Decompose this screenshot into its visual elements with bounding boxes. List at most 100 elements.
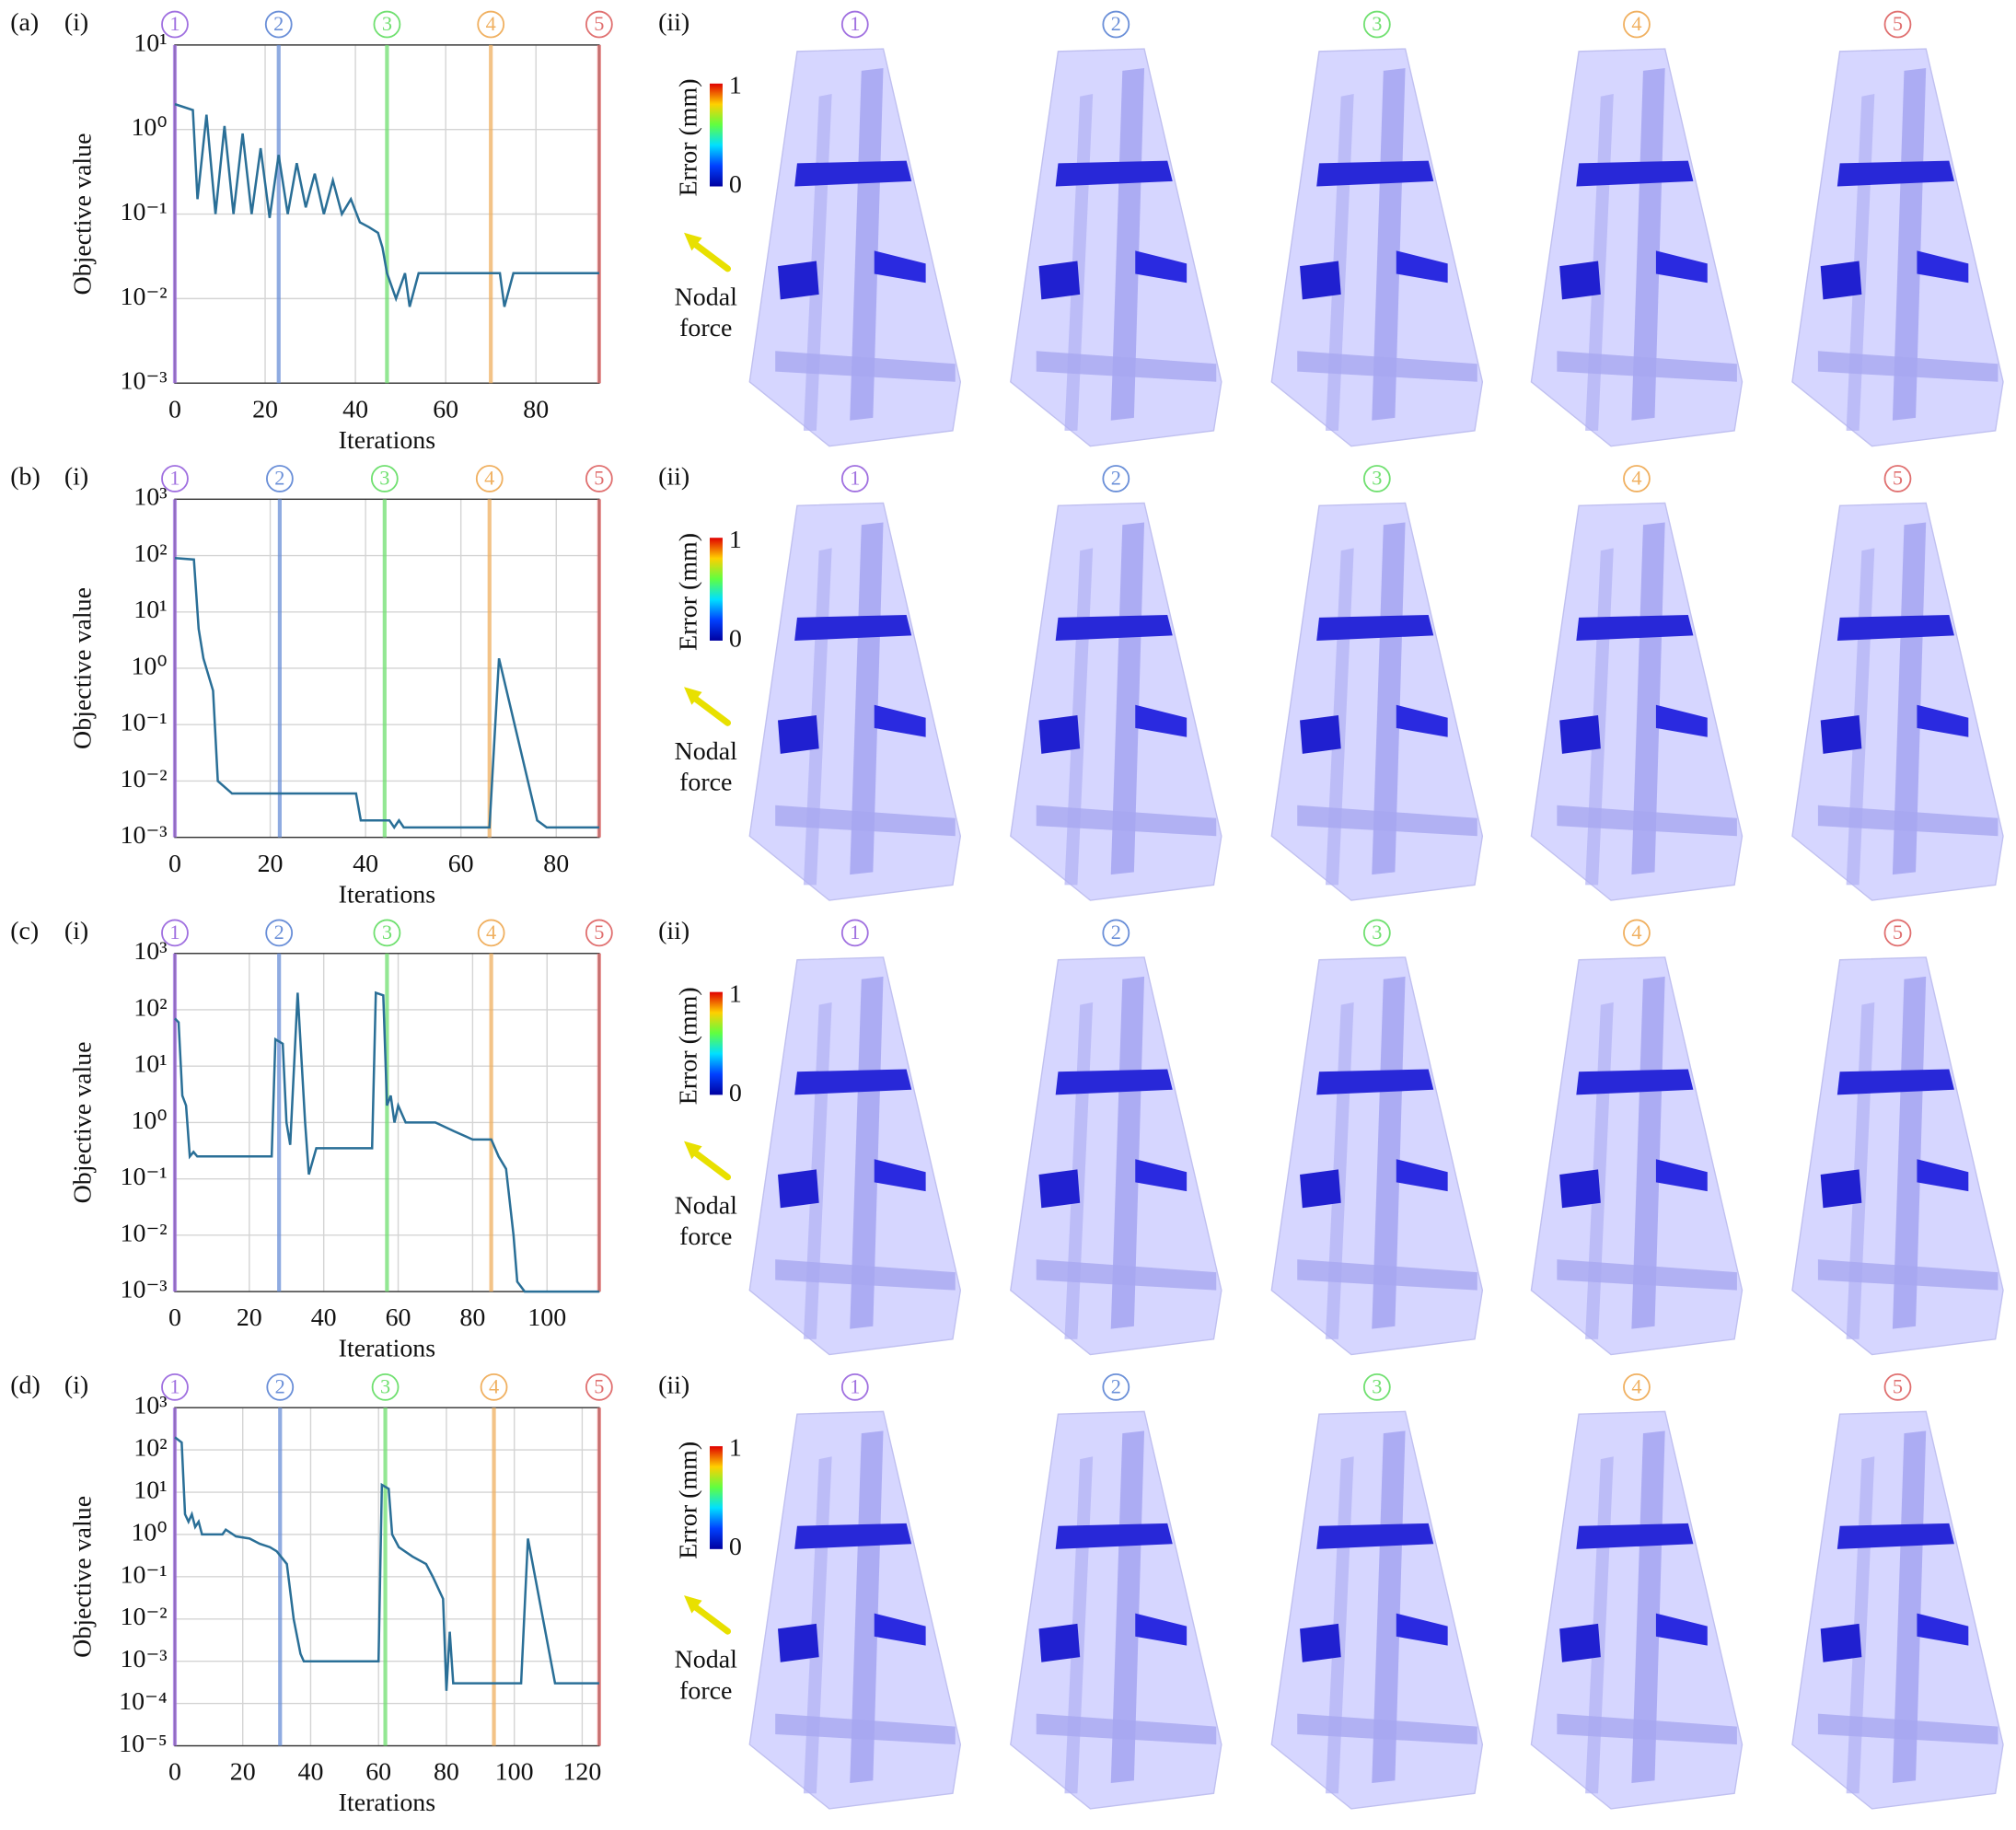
mesh-body xyxy=(1791,48,2004,447)
mesh-body xyxy=(748,1410,962,1810)
mesh-block xyxy=(1396,1613,1448,1646)
mesh-body xyxy=(748,48,962,447)
data-line xyxy=(174,990,599,1293)
mesh-block xyxy=(1917,1159,1969,1192)
mesh-block xyxy=(1917,1613,1969,1646)
mesh-body xyxy=(1010,1410,1222,1810)
stage-badge xyxy=(585,10,613,39)
legend-word: force xyxy=(679,1677,732,1706)
stage-badge xyxy=(1883,1372,1912,1401)
y-tick-label: 10⁰ xyxy=(131,652,167,680)
colorbar xyxy=(709,538,723,641)
colorbar-min: 0 xyxy=(729,170,742,199)
mesh-arm xyxy=(1576,1069,1694,1095)
panel-label: (b) xyxy=(10,462,41,491)
stage-label: 1 xyxy=(169,921,180,944)
mesh-post xyxy=(1110,68,1145,421)
stage-badge xyxy=(585,919,613,947)
y-tick-label: 10¹ xyxy=(133,596,167,624)
mesh-base xyxy=(1036,805,1217,837)
x-tick-label: 20 xyxy=(237,1303,262,1332)
mesh-block xyxy=(874,1159,926,1192)
mesh-body xyxy=(748,502,962,901)
mesh-block xyxy=(1038,261,1081,300)
stage-label: 5 xyxy=(1893,1374,1903,1397)
mesh-post xyxy=(1110,522,1145,875)
y-tick-label: 10⁻² xyxy=(121,765,168,793)
stage-label: 5 xyxy=(594,921,604,944)
y-tick-label: 10¹ xyxy=(133,1476,167,1504)
legend-word: force xyxy=(679,1222,732,1251)
y-axis-label: Objective value xyxy=(69,133,98,295)
stage-label: 1 xyxy=(169,466,180,489)
x-tick-label: 80 xyxy=(523,395,549,423)
y-tick-label: 10⁻⁴ xyxy=(119,1687,167,1716)
x-tick-label: 60 xyxy=(448,850,474,878)
mesh-block xyxy=(874,250,926,284)
mesh-block xyxy=(1820,1169,1862,1209)
x-tick-label: 100 xyxy=(495,1758,534,1787)
mesh-block xyxy=(1396,250,1448,284)
stage-label: 4 xyxy=(1631,12,1641,35)
mesh-base xyxy=(1036,351,1217,382)
stage-label: 4 xyxy=(489,1374,499,1397)
stage-label: 3 xyxy=(1372,12,1382,35)
stage-label: 2 xyxy=(1111,1374,1121,1397)
mesh-base xyxy=(1297,351,1477,382)
stage-label: 4 xyxy=(486,921,496,944)
mesh-block xyxy=(1559,261,1601,300)
mesh-render xyxy=(1530,956,1744,1356)
stage-label: 3 xyxy=(380,1374,390,1397)
stage-badge xyxy=(1102,10,1130,39)
mesh-post xyxy=(850,522,884,875)
legend-label: Nodal force xyxy=(675,1646,737,1706)
subpanel-label: (i) xyxy=(64,462,88,491)
mesh-block xyxy=(1300,261,1341,300)
stage-badge xyxy=(1623,1372,1651,1401)
mesh-body xyxy=(1010,502,1222,901)
stage-badge xyxy=(840,919,869,947)
stage-badge xyxy=(585,1372,613,1401)
stage-label: 3 xyxy=(1372,1374,1382,1397)
stage-badge xyxy=(161,919,189,947)
stage-badge xyxy=(1883,10,1912,39)
stage-label: 4 xyxy=(1631,1374,1641,1397)
mesh-render xyxy=(1270,1410,1484,1810)
stage-label: 1 xyxy=(850,1374,860,1397)
stage-label: 5 xyxy=(1893,921,1903,944)
mesh-block xyxy=(874,1613,926,1646)
mesh-post xyxy=(850,1430,884,1784)
x-tick-label: 20 xyxy=(258,850,284,878)
stage-label: 1 xyxy=(850,12,860,35)
mesh-arm xyxy=(794,1523,912,1549)
y-axis-label: Objective value xyxy=(69,587,98,749)
y-tick-label: 10³ xyxy=(133,1392,167,1420)
mesh-arm xyxy=(1836,1523,1954,1549)
mesh-body xyxy=(1010,956,1222,1356)
stage-badge xyxy=(266,465,294,492)
stage-badge xyxy=(1102,1372,1130,1401)
mesh-block xyxy=(1396,704,1448,737)
colorbar-min: 0 xyxy=(729,1533,742,1561)
stage-label: 3 xyxy=(379,466,389,489)
legend-word: Nodal xyxy=(675,737,737,766)
force-arrowhead xyxy=(684,687,702,705)
subpanel-label: (ii) xyxy=(658,8,689,37)
mesh-block xyxy=(1038,1169,1081,1209)
data-line xyxy=(174,557,599,830)
stage-badge xyxy=(264,10,293,39)
mesh-render xyxy=(1791,956,2004,1356)
mesh-body xyxy=(1270,502,1484,901)
stage-badge xyxy=(266,1372,295,1401)
x-tick-label: 0 xyxy=(168,850,181,878)
y-tick-label: 10⁻⁵ xyxy=(119,1730,167,1758)
mesh-arm xyxy=(1316,160,1434,187)
stage-badge xyxy=(1883,919,1912,947)
y-tick-label: 10⁰ xyxy=(131,113,167,142)
x-tick-label: 80 xyxy=(459,1303,485,1332)
mesh-post xyxy=(1372,68,1406,421)
y-axis-label: Objective value xyxy=(69,1041,98,1203)
subpanel-label: (ii) xyxy=(658,462,689,491)
stage-badge xyxy=(840,465,869,492)
